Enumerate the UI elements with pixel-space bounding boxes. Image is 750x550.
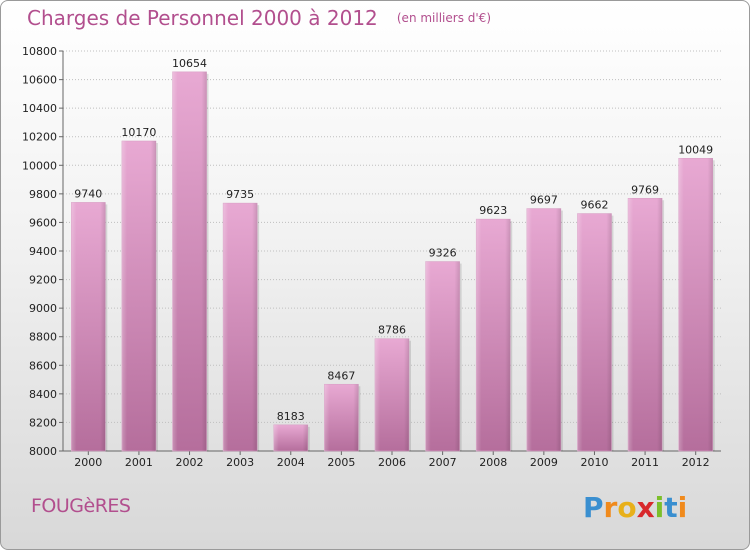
bar-highlight <box>121 141 156 451</box>
y-tick-label: 9400 <box>29 245 57 258</box>
bars <box>71 71 715 452</box>
value-label: 9740 <box>74 187 102 200</box>
chart-title: Charges de Personnel 2000 à 2012 <box>27 6 378 30</box>
bar-highlight <box>425 261 460 451</box>
bar-highlight <box>678 158 713 452</box>
bar-highlight <box>273 424 308 451</box>
x-tick-label: 2008 <box>479 456 507 469</box>
chart-unit-label: (en milliers d'€) <box>396 11 491 25</box>
x-tick-label: 2007 <box>429 456 457 469</box>
y-tick-label: 8400 <box>29 388 57 401</box>
value-label: 8183 <box>277 410 305 423</box>
bar-highlight <box>71 202 106 451</box>
y-tick-label: 10200 <box>22 131 57 144</box>
axes: 8000 8200 8400 8600 8800 9000 9200 9400 9600 9800… <box>22 45 721 469</box>
x-tick-label: 2012 <box>682 456 710 469</box>
bar-highlight <box>223 203 258 451</box>
x-tick-label: 2009 <box>530 456 558 469</box>
bar-highlight <box>375 338 409 451</box>
y-tick-label: 9000 <box>29 302 57 315</box>
x-tick-label: 2011 <box>631 456 659 469</box>
value-label: 9623 <box>479 204 507 217</box>
value-label: 8786 <box>378 324 406 337</box>
y-tick-label: 9800 <box>29 188 57 201</box>
x-tick-label: 2003 <box>226 456 254 469</box>
x-tick-label: 2004 <box>277 456 305 469</box>
bar-highlight <box>324 384 359 451</box>
bar-highlight <box>577 213 612 451</box>
title-row: Charges de Personnel 2000 à 2012 (en mil… <box>27 6 491 30</box>
x-tick-label: 2006 <box>378 456 406 469</box>
y-tick-label: 10000 <box>22 159 57 172</box>
value-label: 9769 <box>631 183 659 196</box>
y-tick-label: 8000 <box>29 445 57 458</box>
proxiti-logo: Proxiti <box>583 491 687 524</box>
value-label: 8467 <box>327 369 355 382</box>
x-tick-label: 2000 <box>74 456 102 469</box>
y-tick-label: 10800 <box>22 45 57 58</box>
bar-highlight <box>526 208 561 451</box>
value-label: 10170 <box>121 126 156 139</box>
value-label: 9697 <box>530 194 558 207</box>
y-tick-label: 9600 <box>29 216 57 229</box>
x-tick-label: 2005 <box>327 456 355 469</box>
value-labels: 9740 10170 10654 9735 8183 8467 8786 9326 9623 96… <box>74 57 713 423</box>
value-label: 9735 <box>226 188 254 201</box>
value-label: 9326 <box>429 247 457 260</box>
bar-highlight <box>476 219 511 451</box>
x-tick-label: 2001 <box>125 456 153 469</box>
y-tick-label: 10400 <box>22 102 57 115</box>
y-tick-label: 9200 <box>29 274 57 287</box>
city-name: FOUGèRES <box>31 495 131 517</box>
value-label: 10049 <box>678 143 713 156</box>
y-tick-label: 8600 <box>29 359 57 372</box>
svg-text:Proxiti: Proxiti <box>583 491 687 524</box>
x-tick-label: 2010 <box>580 456 608 469</box>
y-tick-label: 8800 <box>29 331 57 344</box>
y-tick-label: 8200 <box>29 416 57 429</box>
value-label: 9662 <box>580 199 608 212</box>
bar-highlight <box>628 198 663 451</box>
bar-highlight <box>172 71 207 451</box>
x-tick-label: 2002 <box>176 456 204 469</box>
y-tick-label: 10600 <box>22 74 57 87</box>
value-label: 10654 <box>172 57 207 70</box>
